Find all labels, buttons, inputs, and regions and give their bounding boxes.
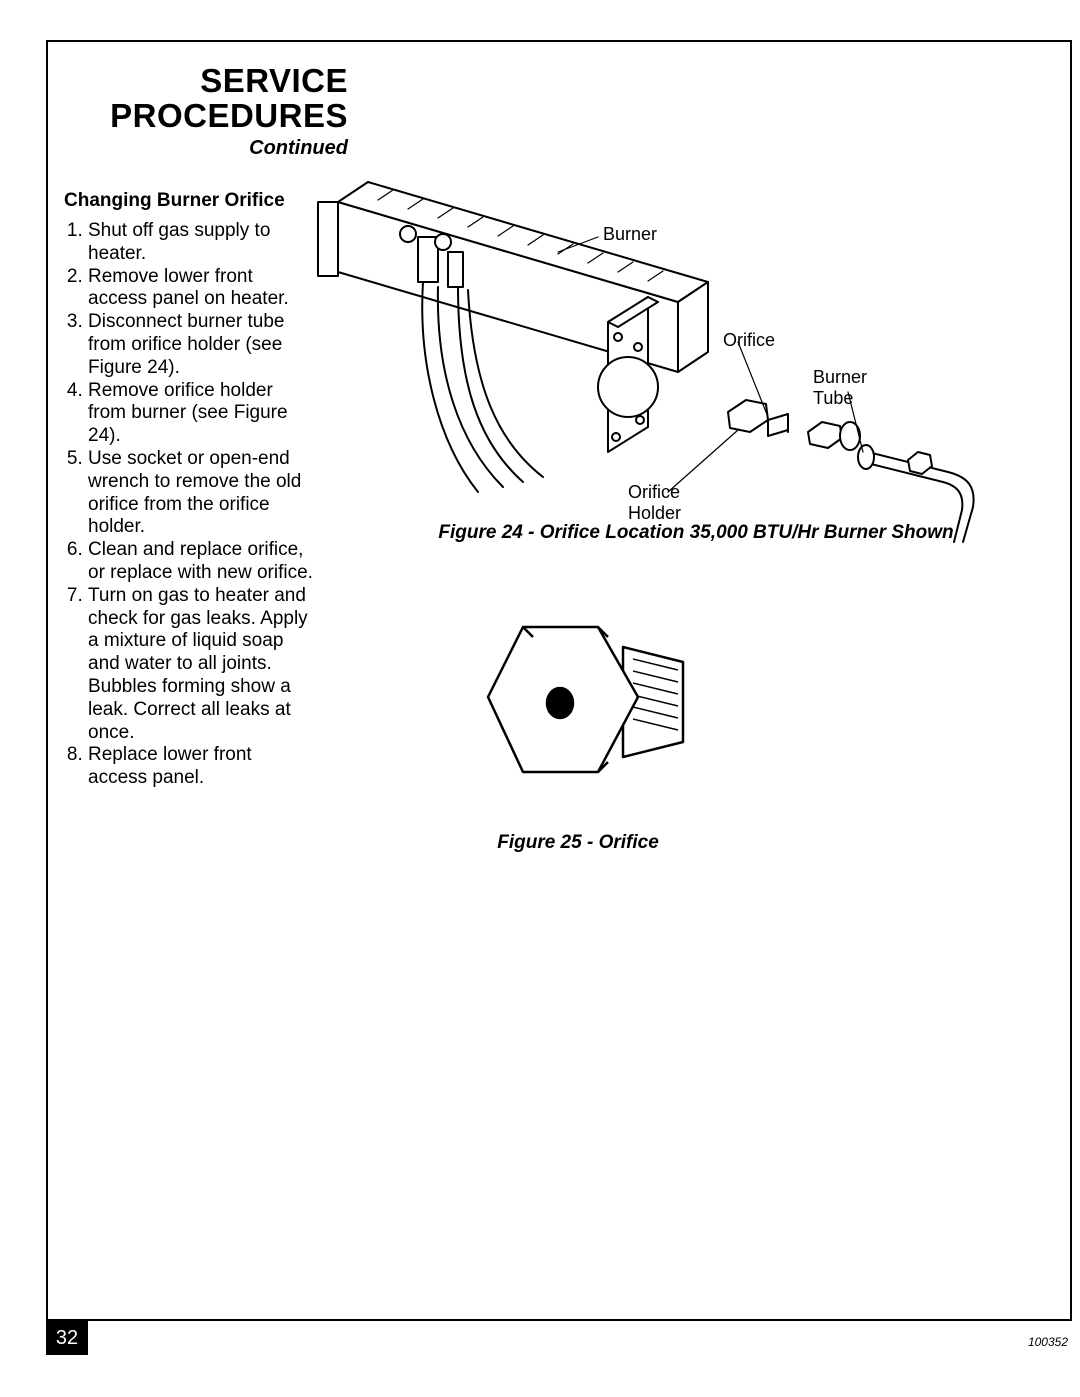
figure-24: Burner Orifice Burner Tube Orifice Holde… — [308, 142, 1068, 562]
burner-diagram-icon — [308, 142, 1068, 562]
label-orifice-holder-2: Holder — [628, 503, 681, 523]
procedure-steps: Shut off gas supply to heater. Remove lo… — [64, 220, 314, 790]
subsection-heading: Changing Burner Orifice — [64, 190, 285, 212]
step-8: Replace lower front access panel. — [88, 744, 314, 790]
page-frame: SERVICE PROCEDURES Continued Changing Bu… — [46, 40, 1072, 1321]
step-7: Turn on gas to heater and check for gas … — [88, 585, 314, 745]
page-number: 32 — [46, 1321, 88, 1355]
label-burner: Burner — [603, 224, 657, 245]
manual-page: SERVICE PROCEDURES Continued Changing Bu… — [0, 0, 1080, 1397]
label-orifice: Orifice — [723, 330, 775, 351]
label-burner-tube-1: Burner — [813, 367, 867, 387]
figure-24-caption: Figure 24 - Orifice Location 35,000 BTU/… — [336, 522, 1056, 544]
figure-25-caption: Figure 25 - Orifice — [428, 832, 728, 854]
step-3: Disconnect burner tube from orifice hold… — [88, 311, 314, 379]
orifice-icon — [428, 587, 728, 817]
step-2: Remove lower front access panel on heate… — [88, 266, 314, 312]
step-1: Shut off gas supply to heater. — [88, 220, 314, 266]
label-burner-tube-2: Tube — [813, 388, 853, 408]
label-orifice-holder-1: Orifice — [628, 482, 680, 502]
figure-25 — [428, 587, 728, 817]
document-id: 100352 — [1028, 1335, 1068, 1349]
step-6: Clean and replace orifice, or replace wi… — [88, 539, 314, 585]
step-4: Remove orifice holder from burner (see F… — [88, 380, 314, 448]
heading-line1: SERVICE — [200, 62, 348, 99]
step-5: Use socket or open-end wrench to remove … — [88, 448, 314, 539]
heading-line2: PROCEDURES — [110, 97, 348, 134]
